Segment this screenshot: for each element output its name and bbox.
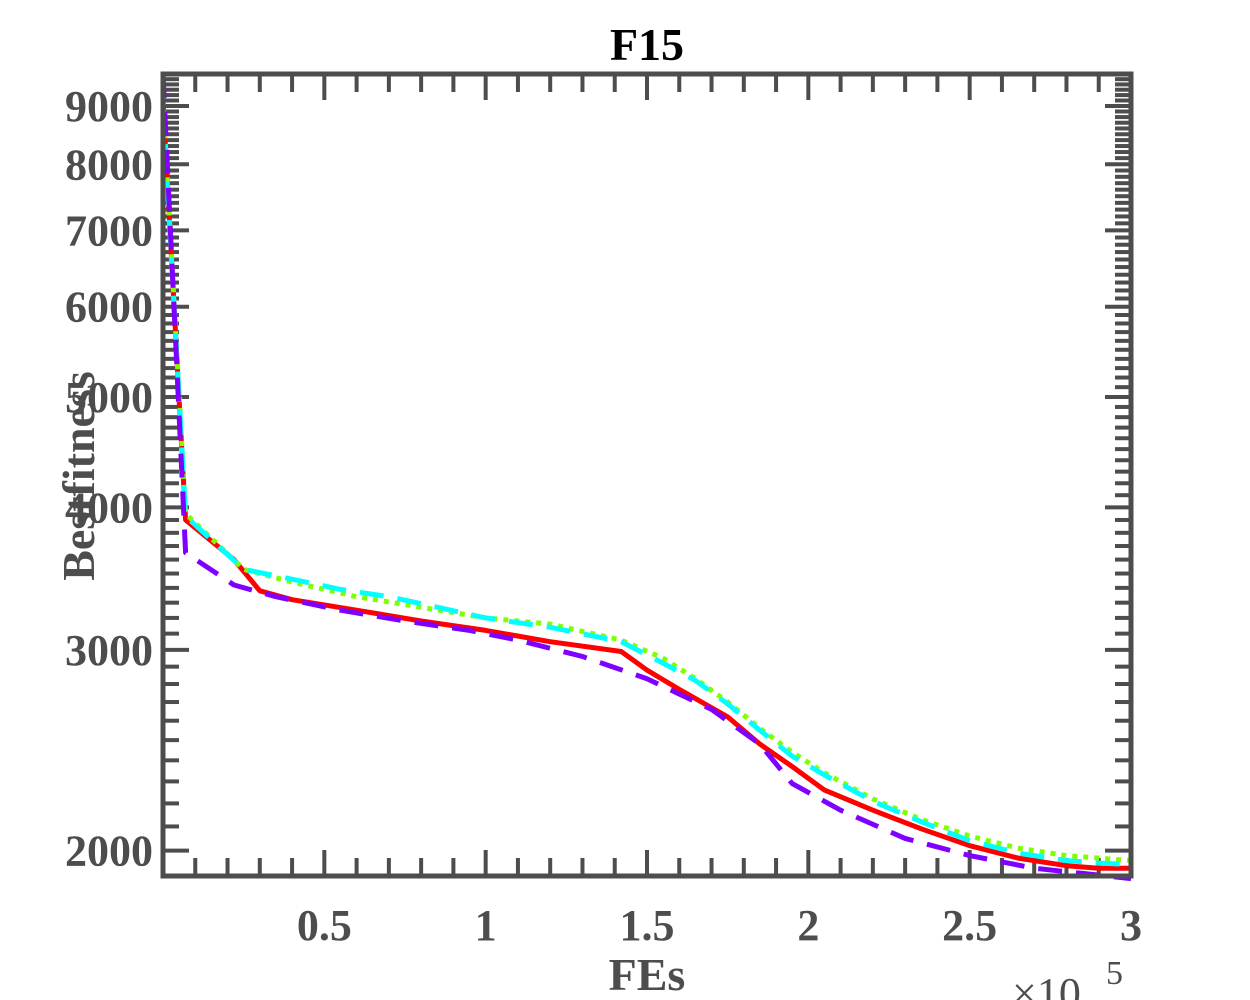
x-multiplier-base: ×10 (1012, 969, 1081, 1000)
series-lines (160, 73, 1132, 882)
y-tick-labels: 2000 3000 4000 5000 6000 7000 8000 9000 (65, 82, 153, 876)
x-tick-label: 0.5 (297, 901, 352, 950)
plot-area (160, 71, 1134, 882)
x-tick-label: 2.5 (942, 901, 997, 950)
x-tick-label: 1 (475, 901, 497, 950)
y-tick-label: 3000 (65, 626, 153, 675)
x-tick-label: 2 (797, 901, 819, 950)
y-axis-label: Bestfitness (53, 371, 104, 581)
series-line-2 (160, 100, 1132, 864)
y-tick-label: 5000 (65, 373, 153, 422)
series-line-3 (160, 105, 1132, 867)
x-multiplier: ×10 5 (1012, 955, 1123, 1000)
x-tick-labels: 0.5 1 1.5 2 2.5 3 (297, 901, 1142, 950)
y-tick-label: 2000 (65, 827, 153, 876)
y-tick-label: 7000 (65, 206, 153, 255)
chart-title: F15 (610, 19, 684, 70)
x-multiplier-exponent: 5 (1106, 955, 1123, 992)
x-axis-label: FEs (609, 949, 686, 1000)
x-tick-label: 1.5 (620, 901, 675, 950)
series-line-4 (160, 73, 1132, 882)
y-tick-label: 6000 (65, 283, 153, 332)
y-tick-label: 9000 (65, 82, 153, 131)
y-tick-label: 4000 (65, 483, 153, 532)
plot-background (163, 74, 1131, 876)
y-tick-label: 8000 (65, 140, 153, 189)
x-tick-label: 3 (1120, 901, 1142, 950)
plot-frame (160, 71, 1134, 879)
